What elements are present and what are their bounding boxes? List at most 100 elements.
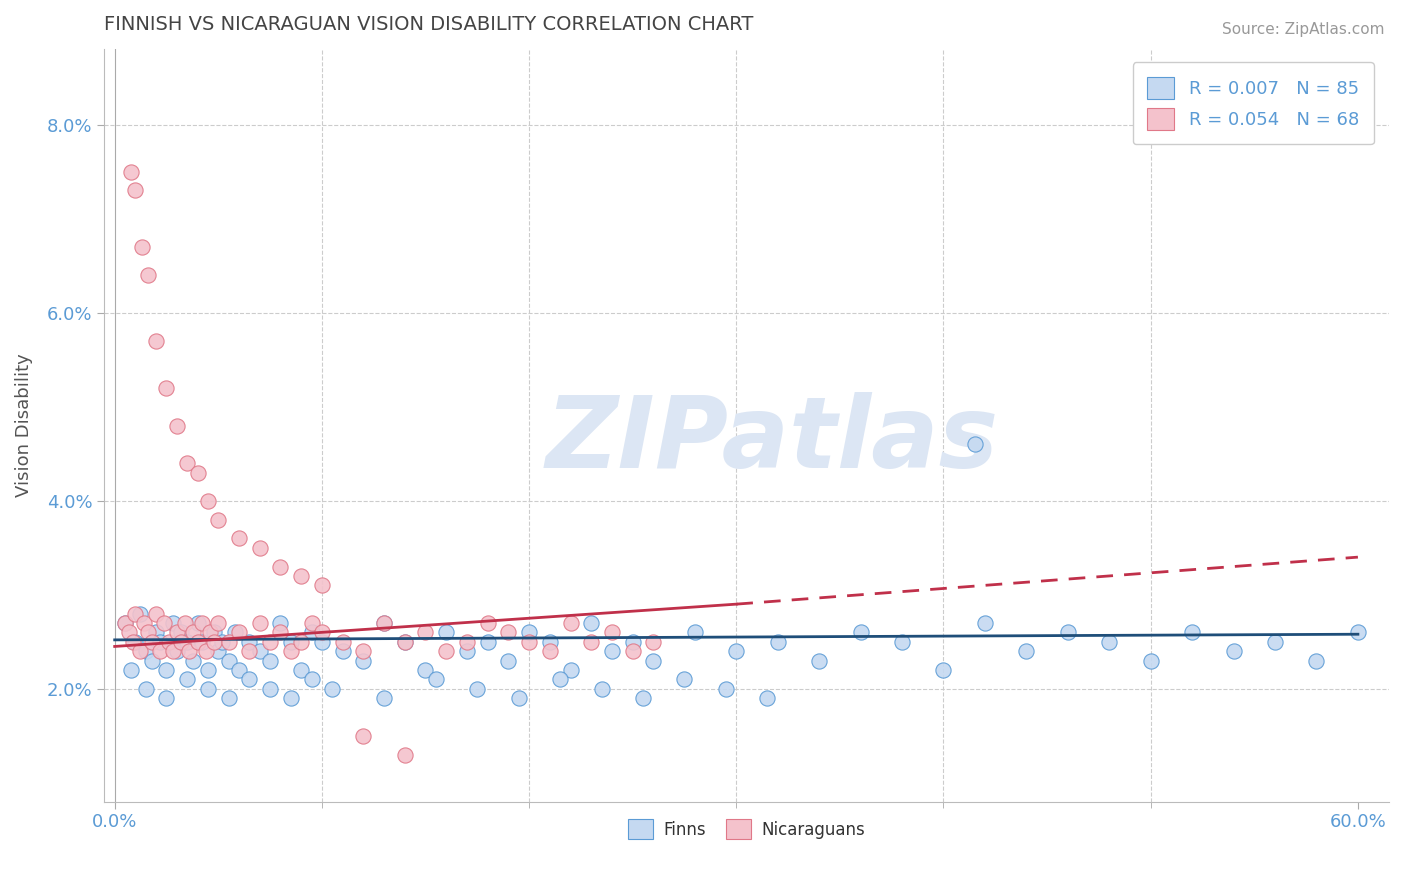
Point	[132, 615, 155, 630]
Point	[218, 634, 240, 648]
Point	[249, 541, 271, 555]
Point	[643, 654, 665, 668]
Point	[228, 663, 250, 677]
Point	[332, 634, 354, 648]
Point	[135, 681, 157, 696]
Legend: Finns, Nicaraguans: Finns, Nicaraguans	[621, 813, 872, 846]
Point	[114, 615, 136, 630]
Point	[560, 663, 582, 677]
Point	[259, 634, 281, 648]
Point	[434, 644, 457, 658]
Point	[538, 634, 561, 648]
Point	[238, 673, 260, 687]
Point	[114, 615, 136, 630]
Point	[187, 615, 209, 630]
Point	[1181, 625, 1204, 640]
Point	[170, 634, 193, 648]
Point	[321, 681, 343, 696]
Point	[124, 184, 146, 198]
Point	[498, 654, 520, 668]
Point	[301, 673, 323, 687]
Point	[352, 644, 374, 658]
Point	[849, 625, 872, 640]
Point	[891, 634, 914, 648]
Point	[311, 578, 333, 592]
Text: ZIPatlas: ZIPatlas	[546, 392, 998, 489]
Point	[207, 644, 229, 658]
Point	[434, 625, 457, 640]
Point	[128, 644, 150, 658]
Point	[166, 644, 188, 658]
Point	[249, 644, 271, 658]
Point	[301, 625, 323, 640]
Point	[145, 625, 167, 640]
Point	[373, 615, 395, 630]
Point	[280, 691, 302, 706]
Text: Source: ZipAtlas.com: Source: ZipAtlas.com	[1222, 22, 1385, 37]
Point	[218, 654, 240, 668]
Point	[1098, 634, 1121, 648]
Point	[290, 663, 312, 677]
Point	[538, 644, 561, 658]
Point	[269, 625, 291, 640]
Point	[394, 747, 416, 762]
Text: FINNISH VS NICARAGUAN VISION DISABILITY CORRELATION CHART: FINNISH VS NICARAGUAN VISION DISABILITY …	[104, 15, 754, 34]
Point	[211, 634, 233, 648]
Point	[352, 654, 374, 668]
Point	[269, 615, 291, 630]
Point	[259, 681, 281, 696]
Point	[456, 644, 478, 658]
Point	[591, 681, 613, 696]
Point	[1222, 644, 1244, 658]
Point	[673, 673, 696, 687]
Point	[477, 634, 499, 648]
Point	[643, 634, 665, 648]
Point	[290, 634, 312, 648]
Point	[197, 681, 219, 696]
Point	[415, 663, 437, 677]
Point	[714, 681, 737, 696]
Point	[145, 334, 167, 348]
Point	[465, 681, 488, 696]
Point	[136, 268, 159, 282]
Point	[508, 691, 530, 706]
Point	[228, 532, 250, 546]
Point	[290, 569, 312, 583]
Point	[1305, 654, 1327, 668]
Point	[155, 663, 177, 677]
Point	[124, 634, 146, 648]
Point	[1264, 634, 1286, 648]
Point	[202, 625, 225, 640]
Point	[135, 644, 157, 658]
Point	[517, 625, 540, 640]
Point	[207, 615, 229, 630]
Point	[581, 615, 603, 630]
Point	[197, 663, 219, 677]
Point	[621, 634, 644, 648]
Point	[548, 673, 571, 687]
Point	[1015, 644, 1038, 658]
Point	[631, 691, 654, 706]
Point	[157, 634, 180, 648]
Point	[190, 615, 212, 630]
Point	[141, 634, 163, 648]
Point	[269, 559, 291, 574]
Point	[170, 625, 193, 640]
Point	[1139, 654, 1161, 668]
Point	[176, 634, 198, 648]
Point	[166, 418, 188, 433]
Point	[238, 634, 260, 648]
Point	[456, 634, 478, 648]
Point	[166, 625, 188, 640]
Point	[477, 615, 499, 630]
Point	[974, 615, 997, 630]
Point	[136, 625, 159, 640]
Point	[202, 634, 225, 648]
Point	[808, 654, 831, 668]
Point	[394, 634, 416, 648]
Point	[190, 634, 212, 648]
Point	[218, 691, 240, 706]
Point	[600, 644, 623, 658]
Point	[153, 615, 176, 630]
Point	[249, 615, 271, 630]
